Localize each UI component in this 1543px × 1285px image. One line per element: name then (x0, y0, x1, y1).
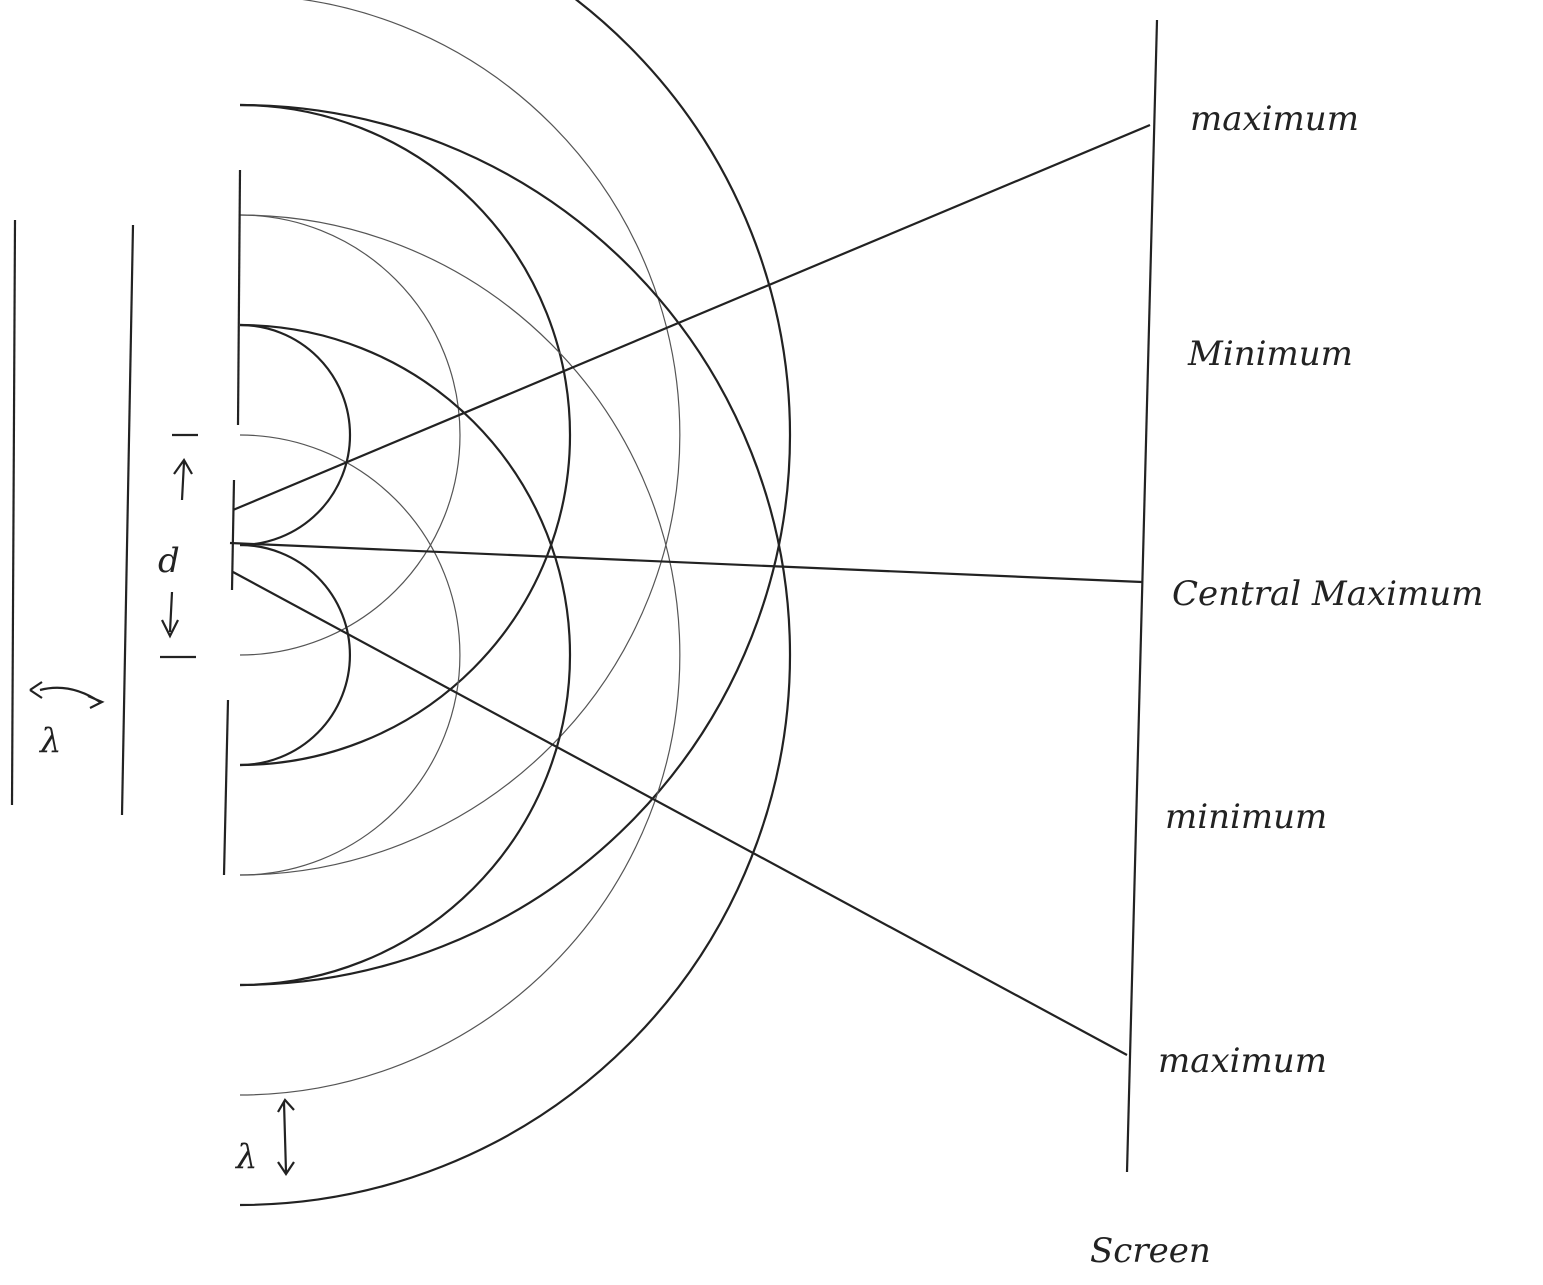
ray (232, 571, 1128, 1056)
wavefront (239, 0, 681, 876)
d-arrow (161, 591, 179, 639)
screen-label: Minimum (1187, 334, 1353, 374)
ray (229, 541, 1143, 584)
screen-label: Central Maximum (1172, 574, 1483, 614)
barrier (230, 479, 236, 591)
screen (1125, 19, 1159, 1173)
wavefronts (239, 0, 792, 1207)
lambda-arrow (29, 681, 105, 709)
wavefront (239, 434, 461, 876)
wavefront (239, 323, 352, 547)
screen-label: minimum (1165, 797, 1327, 837)
lambda-arrow (277, 1098, 295, 1176)
wavefront (239, 103, 572, 767)
plane-wave (120, 224, 135, 816)
d-arrow (173, 457, 193, 501)
screen-label: maximum (1158, 1041, 1327, 1081)
wavefront (239, 214, 461, 656)
plane-wave (10, 219, 17, 806)
barrier (222, 699, 230, 876)
barrier (236, 169, 242, 426)
wavefront (239, 323, 572, 987)
lambda-label: λ (38, 721, 62, 761)
screen-title: Screen (1090, 1231, 1211, 1271)
wavefront (239, 214, 681, 1096)
lambda-label: λ (234, 1137, 258, 1177)
ray (232, 123, 1151, 512)
screen-label: maximum (1190, 99, 1359, 139)
wavefront (239, 0, 792, 987)
wavefront (239, 543, 352, 767)
wavefront (239, 103, 792, 1207)
d-label: d (158, 541, 180, 581)
